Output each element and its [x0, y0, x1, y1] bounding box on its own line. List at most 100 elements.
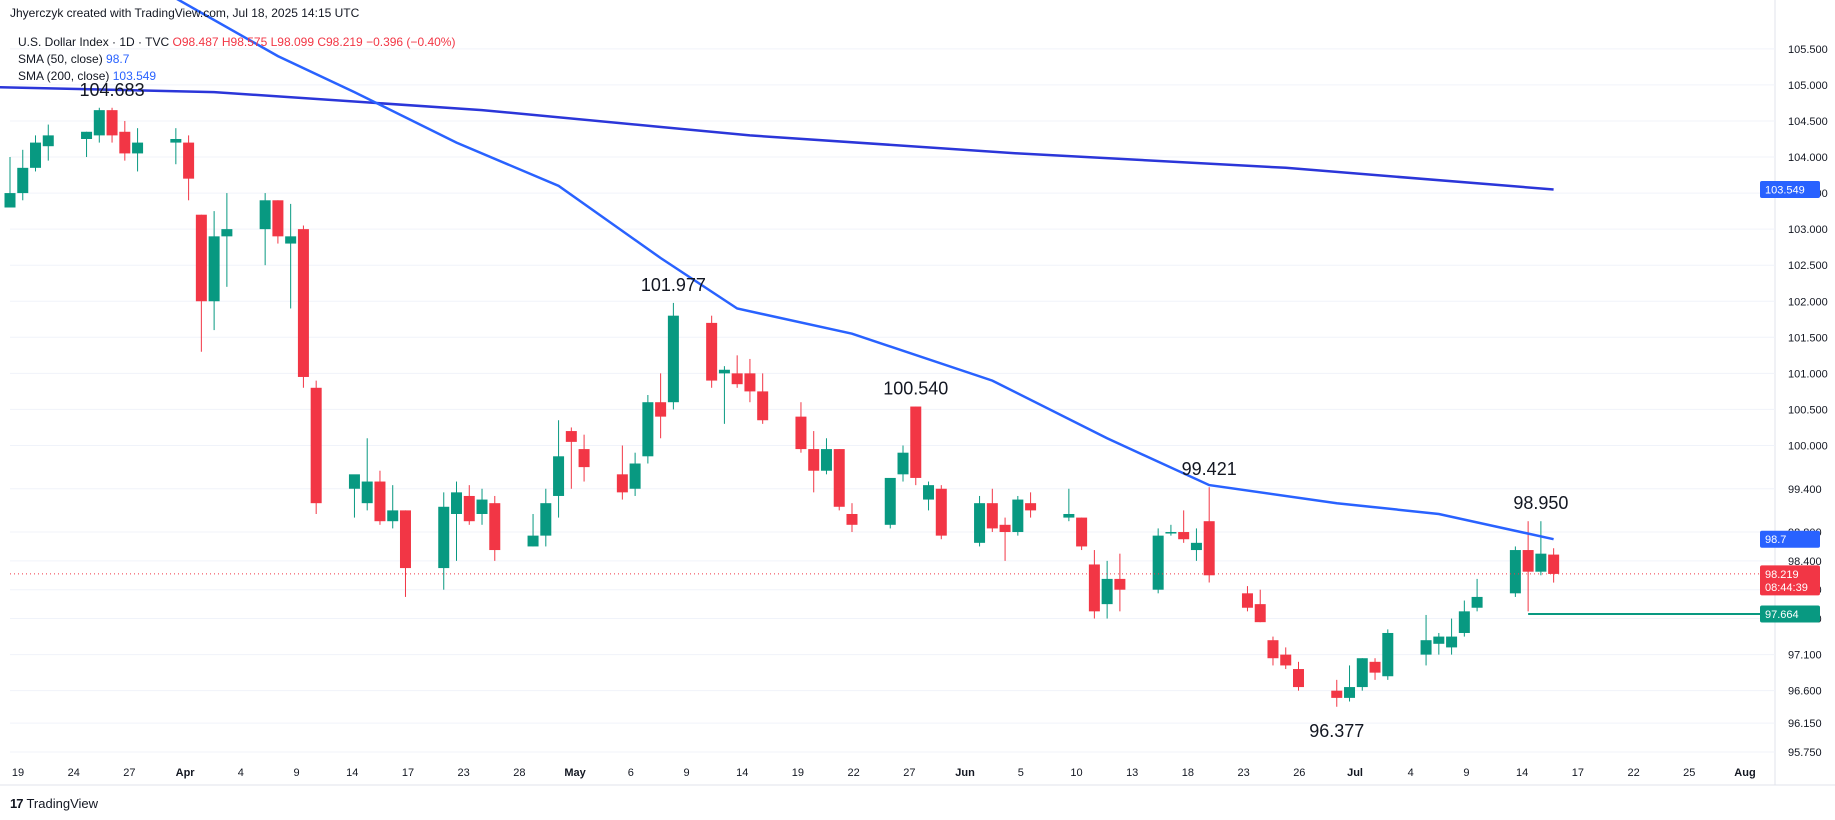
candle-body [616, 474, 628, 493]
candle-body [195, 214, 207, 302]
time-axis[interactable]: 19 24 27 Apr 4 9 14 17 23 28 May 6 9 14 19 22 27 Jun 5 10 13… [12, 767, 1756, 779]
candle-body [387, 510, 399, 522]
x-tick-label: 4 [238, 767, 244, 779]
y-tick-label: 100.500 [1788, 404, 1828, 416]
candle-body [1369, 661, 1381, 673]
candle-body [974, 503, 986, 543]
x-tick-label: 18 [1182, 767, 1194, 779]
candle-body [1088, 564, 1100, 612]
price-tag-label: 98.219 [1765, 569, 1799, 581]
price-annotation: 96.377 [1309, 721, 1364, 741]
x-tick-label: 25 [1683, 767, 1695, 779]
sma200-line [0, 85, 1554, 191]
price-axis[interactable]: 95.75096.15096.60097.10097.60098.00098.4… [1788, 44, 1828, 759]
x-tick-label: 26 [1293, 767, 1305, 779]
annotations: 104.683 101.977 100.540 99.421 98.950 96.377 [80, 80, 1569, 741]
candle-body [935, 488, 947, 536]
price-tag-label: 97.664 [1765, 609, 1799, 621]
x-tick-label: 17 [402, 767, 414, 779]
candle-body [1165, 532, 1177, 534]
candle-body [81, 131, 93, 139]
y-tick-label: 100.000 [1788, 440, 1828, 452]
candle-body [1190, 542, 1202, 551]
candle-body [795, 416, 807, 450]
candle-body [1344, 687, 1356, 698]
y-tick-label: 95.750 [1788, 747, 1822, 759]
y-tick-label: 105.000 [1788, 80, 1828, 92]
candle-body [438, 506, 450, 569]
x-tick-label: May [564, 767, 586, 779]
candle-body [1012, 499, 1024, 533]
candle-body [1433, 636, 1445, 644]
y-tick-label: 96.150 [1788, 718, 1822, 730]
x-tick-label: 22 [1627, 767, 1639, 779]
candle-body [1241, 593, 1253, 608]
x-tick-label: 4 [1408, 767, 1414, 779]
candle-body [1254, 604, 1266, 623]
sma200-label: SMA (200, close) [18, 69, 110, 83]
price-annotation: 99.421 [1182, 459, 1237, 479]
x-tick-label: 23 [458, 767, 470, 779]
y-tick-label: 102.500 [1788, 260, 1828, 272]
candle-body [655, 402, 667, 417]
x-tick-label: 14 [1516, 767, 1528, 779]
candle-body [374, 481, 386, 522]
x-tick-label: 23 [1237, 767, 1249, 779]
candle-body [183, 142, 195, 179]
candle-body [361, 481, 373, 504]
price-tag-bg [1760, 181, 1820, 199]
y-tick-label: 103.000 [1788, 224, 1828, 236]
candle-body [93, 110, 105, 136]
candle-body [272, 200, 284, 237]
sma200-legend[interactable]: SMA (200, close) 103.549 [18, 69, 156, 83]
candle-body [578, 449, 590, 468]
candle-body [744, 373, 756, 392]
x-tick-label: 22 [848, 767, 860, 779]
sma50-label: SMA (50, close) [18, 52, 103, 66]
y-tick-label: 102.000 [1788, 296, 1828, 308]
candle-body [1152, 535, 1164, 590]
y-tick-label: 96.600 [1788, 686, 1822, 698]
candle-body [540, 503, 552, 536]
candle-body [259, 200, 271, 230]
x-tick-label: 27 [903, 767, 915, 779]
y-tick-label: 97.100 [1788, 650, 1822, 662]
x-tick-label: 14 [736, 767, 748, 779]
candle-body [221, 229, 233, 237]
candle-body [17, 167, 29, 194]
candle-body [1458, 611, 1470, 633]
candle-body [884, 477, 896, 525]
candle-body [1331, 690, 1343, 698]
candle-body [999, 524, 1011, 533]
sma200-value: 103.549 [112, 69, 157, 83]
candle-body [297, 229, 309, 377]
x-tick-label: 24 [68, 767, 80, 779]
price-tag-label: 103.549 [1765, 185, 1805, 197]
candle-body [476, 499, 488, 514]
price-tag-bg [1760, 565, 1820, 596]
price-tag-bg [1760, 530, 1820, 548]
x-tick-label: 9 [683, 767, 689, 779]
x-tick-label: 28 [513, 767, 525, 779]
tradingview-logo[interactable]: 17 TradingView [10, 796, 98, 811]
candle-body [808, 449, 820, 471]
price-tag-countdown: 08:44:39 [1765, 582, 1808, 594]
x-tick-label: 9 [293, 767, 299, 779]
symbol-legend[interactable]: U.S. Dollar Index · 1D · TVC O98.487 H98… [18, 35, 455, 49]
candle-body [642, 402, 654, 457]
candle-body [1509, 550, 1521, 594]
sma50-legend[interactable]: SMA (50, close) 98.7 [18, 52, 129, 66]
price-annotation: 98.950 [1513, 493, 1568, 513]
x-tick-label: Jun [955, 767, 975, 779]
price-tag-label: 98.7 [1765, 534, 1786, 546]
candle-body [106, 110, 118, 136]
x-tick-label: 10 [1070, 767, 1082, 779]
candle-body [1471, 596, 1483, 608]
candle-body [565, 431, 577, 442]
x-tick-label: 6 [628, 767, 634, 779]
x-tick-label: 19 [792, 767, 804, 779]
candle-body [1076, 517, 1088, 547]
candle-body [132, 142, 144, 154]
price-annotation: 101.977 [641, 275, 706, 295]
